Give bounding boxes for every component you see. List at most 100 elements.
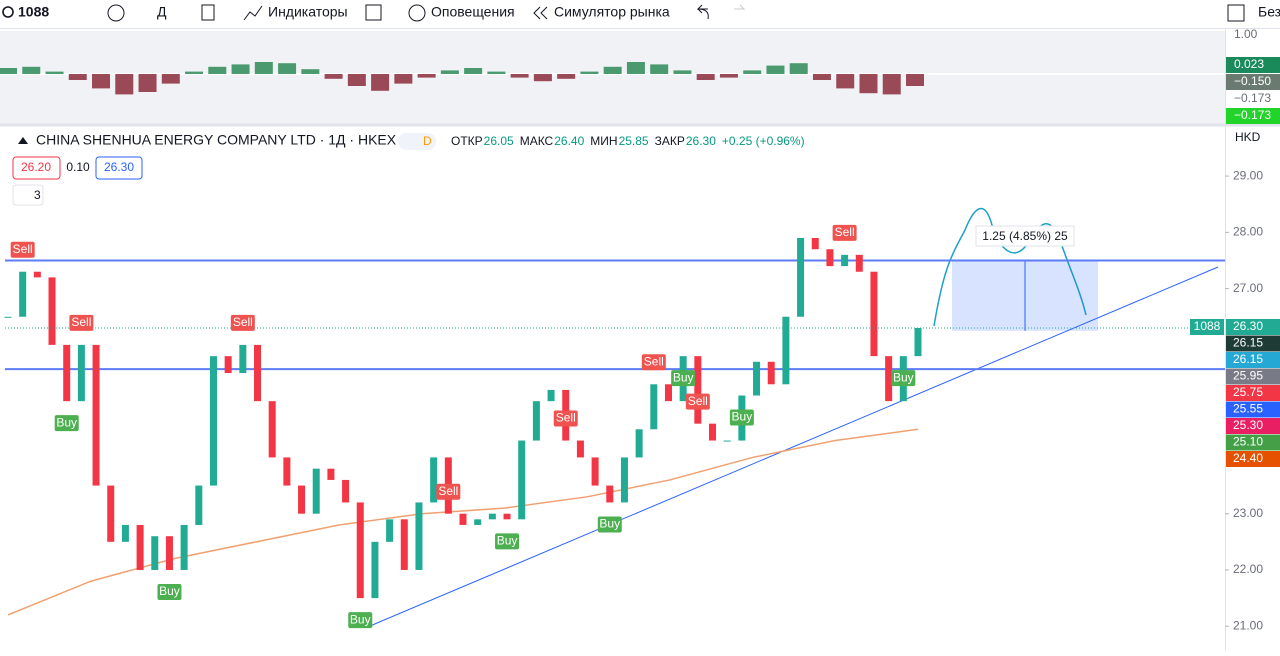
osc-label: −0.150 xyxy=(1234,74,1271,88)
candle xyxy=(342,479,350,503)
candle xyxy=(209,356,217,486)
osc-bar xyxy=(324,74,343,79)
alerts[interactable]: Оповещения xyxy=(431,4,515,20)
replay[interactable]: Симулятор рынка xyxy=(554,4,670,20)
trend-line xyxy=(369,266,1219,627)
signal-bg xyxy=(597,516,622,533)
osc-bar xyxy=(557,74,576,79)
price-label: 25.75 xyxy=(1233,385,1263,399)
candle xyxy=(664,384,672,402)
price-label-bg xyxy=(1226,401,1280,418)
signal: Sell xyxy=(688,394,708,408)
signal: Sell xyxy=(556,411,576,425)
layout-icon[interactable] xyxy=(365,4,382,21)
checkbox[interactable] xyxy=(1227,4,1245,22)
y-tick-label: 22.00 xyxy=(1233,562,1263,576)
candle xyxy=(298,485,306,514)
replay-icon[interactable] xyxy=(533,6,548,20)
candle xyxy=(782,316,790,385)
osc-bar xyxy=(906,74,924,86)
ask-box[interactable] xyxy=(95,156,143,180)
signal-bg xyxy=(10,241,35,258)
legend-change: +0.25 (+0.96%) xyxy=(722,134,805,148)
candle xyxy=(753,361,761,396)
candle xyxy=(914,328,922,357)
price-label: 24.40 xyxy=(1233,451,1263,465)
undo[interactable] xyxy=(696,4,709,20)
price-label: 26.15 xyxy=(1233,336,1263,350)
osc-bar xyxy=(719,74,738,78)
legend-name: МАКС xyxy=(520,134,554,148)
candle xyxy=(121,524,129,542)
add-icon[interactable] xyxy=(107,4,125,22)
indicators-icon[interactable] xyxy=(243,5,263,21)
search-icon[interactable] xyxy=(2,6,14,18)
osc-bar xyxy=(208,66,227,74)
legend-value: 25.85 xyxy=(619,134,649,148)
legend-name: ОТКР xyxy=(451,134,483,148)
candle xyxy=(136,524,144,570)
osc-bar xyxy=(533,74,552,82)
candle xyxy=(620,457,628,503)
price-label: 26.30 xyxy=(1233,319,1263,333)
signal-bg xyxy=(348,612,373,629)
moving-average xyxy=(7,428,919,616)
interval[interactable]: Д xyxy=(157,4,167,20)
osc-label: −0.173 xyxy=(1234,108,1271,122)
chart-type-icon[interactable] xyxy=(201,4,215,21)
candle xyxy=(532,401,540,441)
osc-bar xyxy=(231,64,250,74)
candle xyxy=(841,254,849,267)
candle xyxy=(327,468,335,480)
candle xyxy=(92,344,100,486)
candle xyxy=(576,440,584,458)
signal: Sell xyxy=(71,315,91,329)
candle xyxy=(283,457,291,486)
candle xyxy=(474,519,482,525)
osc-bar xyxy=(487,71,506,74)
badge: D xyxy=(423,134,432,148)
candle xyxy=(650,384,658,430)
osc-bar xyxy=(626,62,645,74)
signal-bg xyxy=(891,370,916,387)
osc-bar xyxy=(743,70,762,74)
collapse-box[interactable] xyxy=(12,184,44,206)
osc-bar xyxy=(417,74,436,78)
symbol[interactable]: 1088 xyxy=(18,4,49,20)
y-tick-label: 21.00 xyxy=(1233,618,1263,632)
right-label[interactable]: Без xyxy=(1258,4,1280,20)
signal-bg xyxy=(436,483,461,500)
price-label-bg xyxy=(1226,368,1280,385)
candle xyxy=(797,237,805,317)
price-label-bg xyxy=(1226,434,1280,451)
candle xyxy=(312,468,320,514)
signal-bg xyxy=(553,410,578,427)
candle xyxy=(180,524,188,570)
chart-title: CHINA SHENHUA ENERGY COMPANY LTD · 1Д · … xyxy=(36,132,397,148)
alert-icon[interactable] xyxy=(408,4,426,22)
osc-bar xyxy=(650,64,669,74)
candle xyxy=(591,457,599,486)
osc-bar xyxy=(464,68,483,74)
price-label: 26.15 xyxy=(1233,352,1263,366)
signal: Buy xyxy=(599,517,620,531)
oscillator-pane xyxy=(0,31,1225,124)
osc-bar xyxy=(836,74,855,89)
signal-bg xyxy=(157,583,182,600)
signal: Buy xyxy=(497,533,518,547)
osc-bar xyxy=(22,66,41,74)
osc-bar xyxy=(789,63,808,74)
symbol-tag-bg xyxy=(1190,319,1224,335)
candle xyxy=(4,316,12,318)
redo[interactable] xyxy=(734,4,746,10)
legend-value: 26.40 xyxy=(554,134,584,148)
bid-box[interactable] xyxy=(12,156,61,180)
candle xyxy=(811,237,819,250)
candle xyxy=(386,519,394,542)
signal-bg xyxy=(729,409,754,426)
indicators[interactable]: Индикаторы xyxy=(268,4,348,20)
candle xyxy=(885,356,893,402)
osc-bar xyxy=(859,74,878,94)
